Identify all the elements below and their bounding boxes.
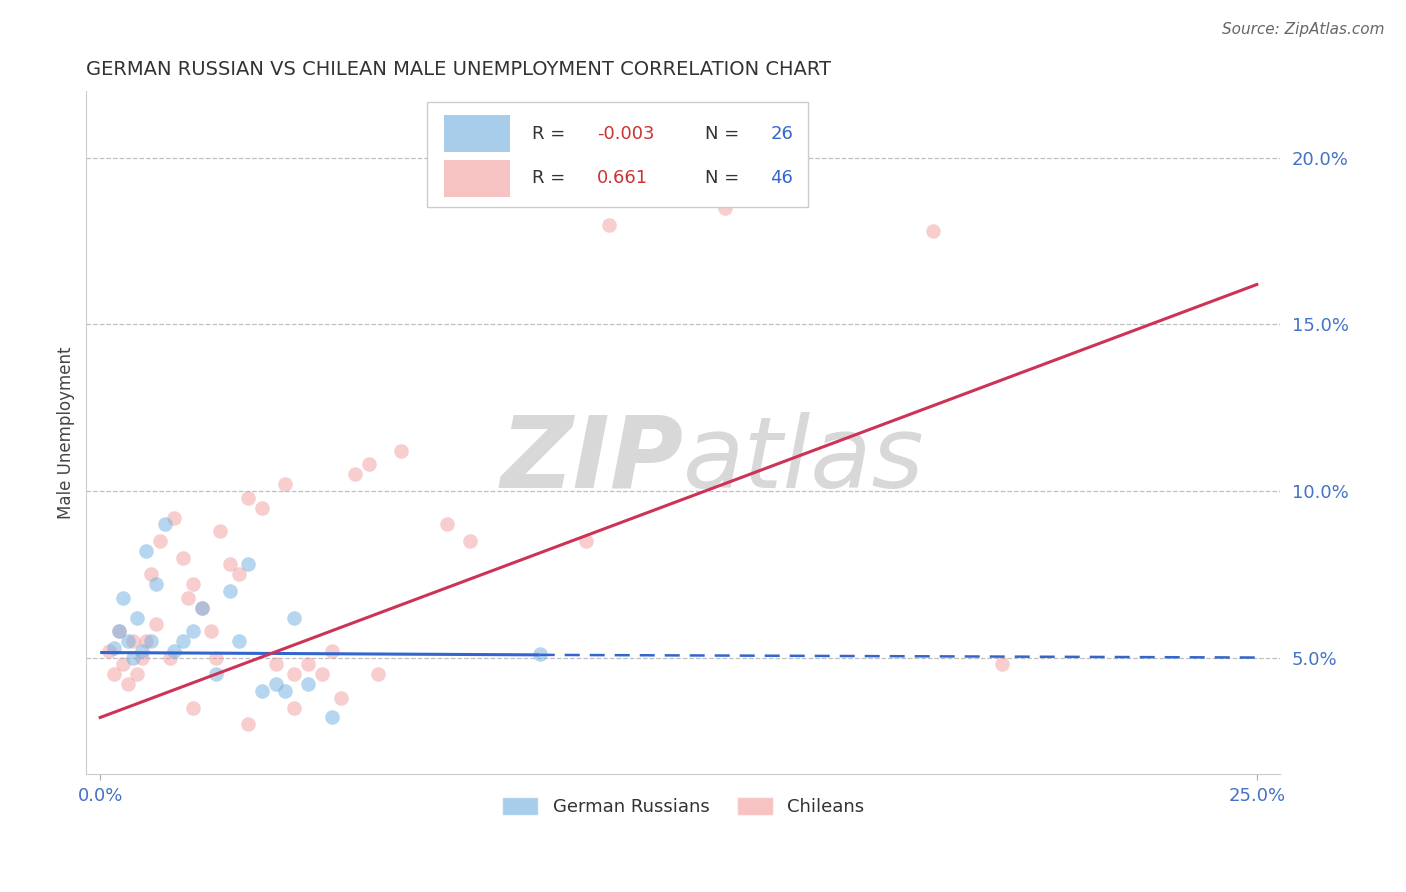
Point (205, 650, 228, 665)
Point (598, 218, 620, 232)
FancyBboxPatch shape (444, 115, 510, 153)
Point (205, 667, 228, 681)
Point (575, 533, 598, 548)
Point (218, 583, 240, 598)
Point (297, 657, 319, 672)
Point (112, 657, 135, 672)
Text: atlas: atlas (683, 411, 925, 508)
Point (172, 550, 194, 565)
Point (135, 544, 157, 558)
Point (529, 647, 551, 661)
Text: R =: R = (531, 125, 571, 143)
Point (218, 558, 240, 572)
Point (460, 533, 482, 548)
Point (181, 624, 204, 638)
Point (264, 677, 287, 691)
Point (98, 644, 121, 658)
Point (922, 224, 945, 238)
Text: -0.003: -0.003 (598, 125, 655, 143)
Point (117, 633, 139, 648)
Point (297, 677, 319, 691)
Point (163, 644, 186, 658)
Point (135, 633, 157, 648)
Point (200, 624, 222, 638)
Point (238, 491, 260, 505)
Point (131, 650, 153, 665)
Point (283, 610, 305, 624)
Point (250, 500, 273, 515)
FancyBboxPatch shape (426, 102, 808, 207)
Point (389, 444, 412, 458)
Point (153, 517, 176, 532)
Point (357, 458, 380, 472)
Point (329, 690, 352, 705)
Text: 26: 26 (770, 125, 793, 143)
Point (238, 717, 260, 731)
Point (139, 567, 162, 582)
FancyBboxPatch shape (444, 160, 510, 197)
Point (117, 677, 139, 691)
Point (145, 617, 167, 632)
Text: GERMAN RUSSIAN VS CHILEAN MALE UNEMPLOYMENT CORRELATION CHART: GERMAN RUSSIAN VS CHILEAN MALE UNEMPLOYM… (86, 60, 831, 78)
Point (191, 600, 214, 615)
Point (127, 667, 149, 681)
Point (145, 577, 167, 591)
Point (311, 667, 333, 681)
Point (191, 600, 214, 615)
Point (283, 700, 305, 714)
Point (228, 567, 250, 582)
Point (181, 577, 204, 591)
Point (121, 650, 143, 665)
Point (321, 710, 343, 724)
Point (274, 477, 297, 491)
Legend: German Russians, Chileans: German Russians, Chileans (495, 789, 872, 823)
Point (127, 610, 149, 624)
Point (149, 533, 172, 548)
Point (250, 683, 273, 698)
Point (112, 591, 135, 605)
Point (264, 657, 287, 672)
Point (177, 591, 200, 605)
Point (714, 201, 737, 215)
Point (436, 517, 458, 532)
Point (103, 640, 125, 655)
Text: N =: N = (704, 169, 745, 187)
Point (209, 524, 232, 538)
Text: ZIP: ZIP (501, 411, 683, 508)
Point (131, 644, 153, 658)
Point (343, 467, 366, 482)
Point (103, 667, 125, 681)
Point (107, 624, 129, 638)
Point (159, 650, 181, 665)
Text: Source: ZipAtlas.com: Source: ZipAtlas.com (1222, 22, 1385, 37)
Point (228, 633, 250, 648)
Text: R =: R = (531, 169, 571, 187)
Text: 0.661: 0.661 (598, 169, 648, 187)
Point (991, 657, 1014, 672)
Point (172, 633, 194, 648)
Point (139, 633, 162, 648)
Point (274, 683, 297, 698)
Point (121, 633, 143, 648)
Text: 46: 46 (770, 169, 793, 187)
Point (181, 700, 204, 714)
Point (163, 510, 186, 524)
Point (238, 558, 260, 572)
Point (367, 667, 389, 681)
Y-axis label: Male Unemployment: Male Unemployment (58, 346, 75, 519)
Text: N =: N = (704, 125, 745, 143)
Point (321, 644, 343, 658)
Point (283, 667, 305, 681)
Point (107, 624, 129, 638)
